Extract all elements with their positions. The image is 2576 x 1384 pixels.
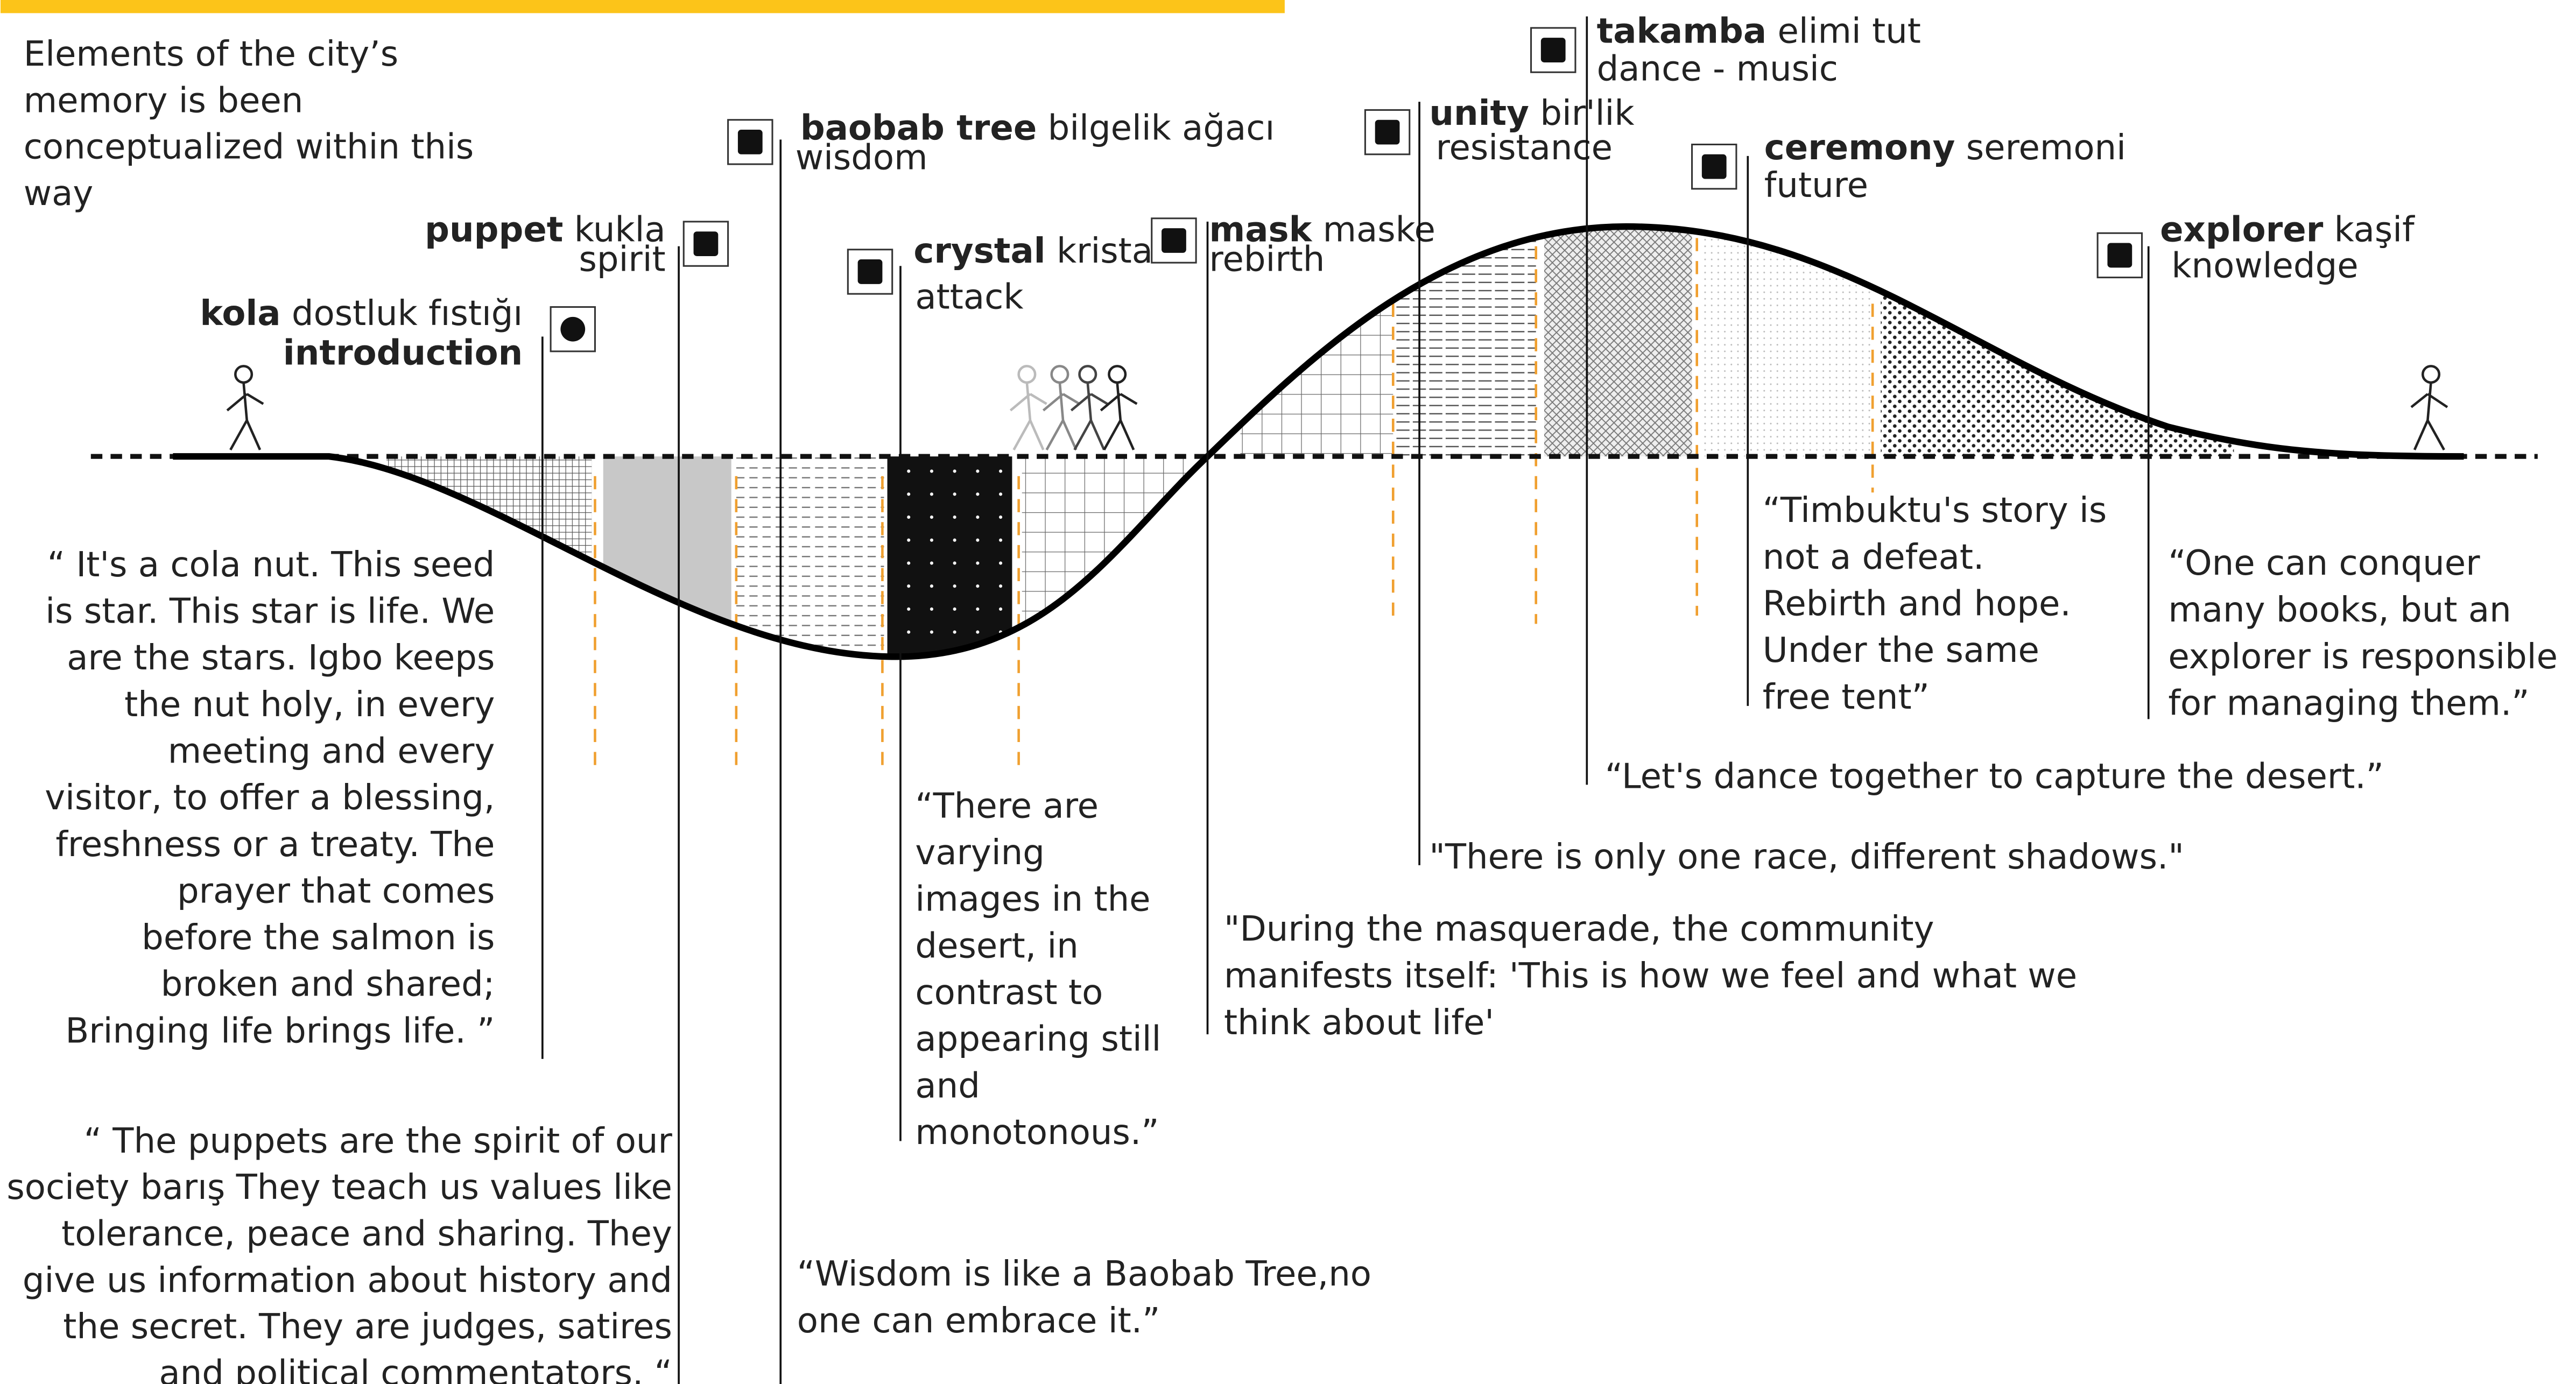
quote-line: before the salmon is xyxy=(142,918,495,958)
quote-line: "During the masquerade, the community xyxy=(1224,909,1934,949)
quote-line: are the stars. Igbo keeps xyxy=(67,638,495,678)
quote-line: one can embrace it.” xyxy=(797,1301,1160,1341)
node-meaning: wisdom xyxy=(796,138,928,178)
header-bar xyxy=(1,0,1285,13)
intro-line: memory is been xyxy=(24,81,304,121)
memory-node: baobab tree bilgelik ağacıwisdom“Wisdom … xyxy=(728,108,1371,1384)
node-icon xyxy=(1152,218,1196,263)
node-local-name: kristal xyxy=(1057,231,1163,271)
icon-glyph xyxy=(1541,38,1566,62)
quote-line: visitor, to offer a blessing, xyxy=(45,778,495,818)
node-local-name: seremoni xyxy=(1966,128,2126,168)
quote-line: “Wisdom is like a Baobab Tree,no xyxy=(797,1254,1371,1294)
quote-line: “Let's dance together to capture the des… xyxy=(1605,757,2384,796)
node-label: explorer kaşif xyxy=(2160,210,2415,250)
node-meaning: attack xyxy=(915,278,1023,317)
node-label: kola dostluk fıstığı xyxy=(200,294,523,334)
quote-line: varying xyxy=(915,833,1045,873)
node-meaning: future xyxy=(1764,166,1868,206)
node-meaning: knowledge xyxy=(2171,246,2358,286)
quote-line: society barış They teach us values like xyxy=(6,1168,672,1208)
quote-line: “One can conquer xyxy=(2168,543,2480,583)
quote-line: many books, but an xyxy=(2168,590,2511,630)
intro-line: way xyxy=(24,174,94,214)
icon-glyph xyxy=(858,259,883,284)
quote-line: manifests itself: 'This is how we feel a… xyxy=(1224,956,2077,996)
quote-line: freshness or a treaty. The xyxy=(55,825,495,865)
node-label: takamba elimi tut xyxy=(1597,11,1921,51)
node-name: puppet xyxy=(425,210,563,250)
memory-node: crystal kristal attack “There are varying im… xyxy=(848,231,1162,1153)
node-meaning: introduction xyxy=(283,333,523,373)
quote-line: give us information about history and xyxy=(23,1261,672,1301)
quote-line: the secret. They are judges, satires xyxy=(63,1307,672,1347)
node-icon xyxy=(684,222,728,266)
quote-line: Rebirth and hope. xyxy=(1763,584,2071,624)
node-name: takamba xyxy=(1597,11,1767,51)
quote-line: “ The puppets are the spirit of our xyxy=(84,1121,673,1161)
quote-line: Bringing life brings life. ” xyxy=(65,1011,495,1051)
quote-line: prayer that comes xyxy=(177,871,495,911)
icon-glyph xyxy=(738,130,763,154)
quote-line: "There is only one race, different shado… xyxy=(1429,837,2184,877)
intro-line: Elements of the city’s xyxy=(24,34,398,74)
node-name: kola xyxy=(200,294,280,334)
quote-line: think about life' xyxy=(1224,1003,1494,1043)
diagram: Elements of the city’s memory is been conc… xyxy=(0,0,2576,1384)
node-name: explorer xyxy=(2160,210,2324,250)
quote-line: contrast to xyxy=(915,973,1103,1013)
quote-line: monotonous.” xyxy=(915,1113,1159,1153)
quote-line: for managing them.” xyxy=(2168,684,2529,724)
quote-line: meeting and every xyxy=(168,731,495,771)
quote-line: desert, in xyxy=(915,926,1078,966)
node-local-name: bilgelik ağacı xyxy=(1048,108,1275,148)
quote-line: tolerance, peace and sharing. They xyxy=(61,1214,672,1254)
node-label: crystal kristal xyxy=(913,231,1162,271)
quote-line: not a defeat. xyxy=(1763,538,1984,577)
node-local-name: elimi tut xyxy=(1777,11,1920,51)
icon-glyph xyxy=(560,317,585,342)
quote-line: is star. This star is life. We xyxy=(45,592,495,632)
node-icon xyxy=(1365,110,1409,154)
quote-line: and xyxy=(915,1066,980,1106)
quote-line: the nut holy, in every xyxy=(124,685,495,725)
icon-glyph xyxy=(1702,154,1727,179)
icon-glyph xyxy=(1162,228,1186,253)
content: Elements of the city’s memory is been conc… xyxy=(6,11,2558,1384)
quote-line: “ It's a cola nut. This seed xyxy=(47,545,495,585)
node-icon xyxy=(551,307,595,351)
icon-glyph xyxy=(1375,120,1400,145)
node-name: ceremony xyxy=(1764,128,1955,168)
node-name: unity xyxy=(1429,94,1529,133)
node-meaning: dance - music xyxy=(1597,49,1838,89)
quote-line: Under the same xyxy=(1763,631,2039,670)
node-meaning: spirit xyxy=(579,239,666,279)
node-icon xyxy=(728,120,772,164)
node-local-name: kaşif xyxy=(2334,210,2415,250)
quote-line: “There are xyxy=(915,786,1099,826)
quote-line: and political commentators. “ xyxy=(159,1354,672,1384)
node-label: ceremony seremoni xyxy=(1764,128,2126,168)
node-local-name: dostluk fıstığı xyxy=(292,294,523,334)
intro-line: conceptualized within this xyxy=(24,128,474,167)
quote-line: broken and shared; xyxy=(161,965,495,1005)
quote-line: appearing still xyxy=(915,1020,1161,1060)
node-meaning: rebirth xyxy=(1209,239,1325,279)
quote-line: images in the xyxy=(915,880,1150,920)
node-icon xyxy=(2098,233,2142,277)
icon-glyph xyxy=(694,231,719,256)
icon-glyph xyxy=(2107,243,2132,268)
node-icon xyxy=(848,250,892,294)
node-label: unity bir'lik xyxy=(1429,94,1634,133)
node-icon xyxy=(1531,28,1575,72)
quote-line: explorer is responsible xyxy=(2168,637,2558,677)
node-name: crystal xyxy=(913,231,1045,271)
quote-line: free tent” xyxy=(1763,677,1930,717)
quote-line: “Timbuktu's story is xyxy=(1763,491,2107,531)
node-icon xyxy=(1692,144,1736,188)
